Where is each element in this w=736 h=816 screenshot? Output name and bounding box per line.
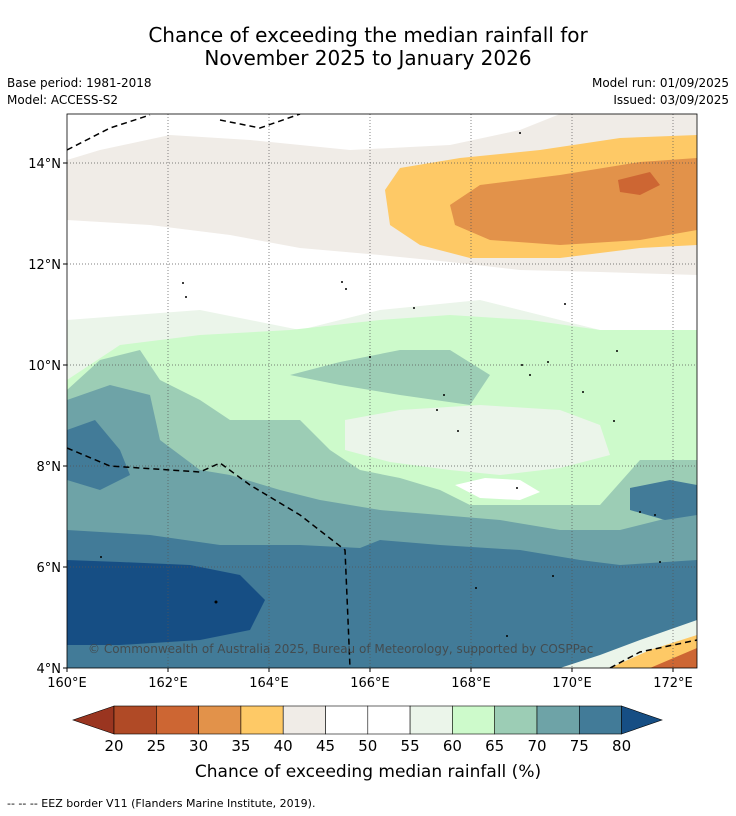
y-tick-label: 4°N <box>37 662 62 677</box>
colorbar-tick-label: 20 <box>104 737 123 755</box>
issued-label: Issued: 03/09/2025 <box>613 93 729 107</box>
colorbar-tick-label: 75 <box>570 737 589 755</box>
colorbar-tick-label: 30 <box>189 737 208 755</box>
graticule <box>67 114 697 668</box>
colorbar-tick-label: 55 <box>401 737 420 755</box>
y-tick-label: 14°N <box>28 157 61 172</box>
colorbar-segment <box>156 705 199 735</box>
model-run-label: Model run: 01/09/2025 <box>591 76 729 90</box>
x-tick-labels: 160°E 162°E 164°E 166°E 168°E 170°E 172°E <box>47 668 693 691</box>
band-65-70-island <box>290 350 490 405</box>
colorbar: 20 25 30 35 40 45 50 55 60 65 70 75 80 <box>72 705 663 755</box>
x-tick-label: 162°E <box>148 676 188 691</box>
band-50-55-mid <box>455 478 540 500</box>
x-tick-label: 166°E <box>350 676 390 691</box>
colorbar-tick-label: 40 <box>274 737 293 755</box>
eez-border <box>67 114 697 668</box>
title-line-2: November 2025 to January 2026 <box>204 46 532 70</box>
colorbar-tick-label: 60 <box>443 737 462 755</box>
colorbar-tick-label: 45 <box>316 737 335 755</box>
colorbar-segment <box>113 705 157 735</box>
colorbar-tick-label: 70 <box>527 737 546 755</box>
colorbar-tick-label: 50 <box>358 737 377 755</box>
band-75-80-east <box>630 480 697 520</box>
colorbar-segment <box>409 705 453 735</box>
band-25-30-south <box>650 648 697 668</box>
probability-field <box>67 114 697 668</box>
band-80-plus <box>67 560 265 645</box>
base-period-label: Base period: 1981-2018 <box>7 76 152 90</box>
colorbar-segment <box>536 705 580 735</box>
band-25-30-north <box>618 172 660 195</box>
islands <box>100 132 661 637</box>
colorbar-over-arrow <box>621 705 663 735</box>
y-tick-label: 10°N <box>28 359 61 374</box>
y-tick-label: 12°N <box>28 258 61 273</box>
x-tick-label: 164°E <box>249 676 289 691</box>
colorbar-segment <box>452 705 495 735</box>
colorbar-segment <box>325 705 369 735</box>
colorbar-segment <box>198 705 242 735</box>
copyright-notice: © Commonwealth of Australia 2025, Bureau… <box>88 642 593 656</box>
plot-frame <box>66 113 698 669</box>
colorbar-segment <box>240 705 284 735</box>
colorbar-under-arrow <box>72 705 115 735</box>
colorbar-segment <box>367 705 411 735</box>
x-tick-label: 160°E <box>47 676 87 691</box>
colorbar-segment <box>578 705 622 735</box>
colorbar-segment <box>494 705 538 735</box>
model-label: Model: ACCESS-S2 <box>7 93 119 107</box>
x-tick-label: 168°E <box>451 676 491 691</box>
eez-footnote: -- -- -- EEZ border V11 (Flanders Marine… <box>7 797 316 810</box>
y-tick-label: 8°N <box>37 460 62 475</box>
x-tick-label: 170°E <box>552 676 592 691</box>
colorbar-tick-label: 25 <box>147 737 166 755</box>
band-55-60-mid <box>345 405 610 475</box>
title-line-1: Chance of exceeding the median rainfall … <box>148 23 588 47</box>
colorbar-title: Chance of exceeding median rainfall (%) <box>194 762 542 782</box>
colorbar-tick-label: 65 <box>485 737 504 755</box>
y-tick-label: 6°N <box>37 561 62 576</box>
y-tick-labels: 14°N 12°N 10°N 8°N 6°N 4°N <box>28 157 67 677</box>
colorbar-tick-label: 35 <box>231 737 250 755</box>
band-45-50-north <box>67 114 560 160</box>
colorbar-tick-label: 80 <box>612 737 631 755</box>
band-75-80-west <box>67 420 130 490</box>
x-tick-label: 172°E <box>653 676 693 691</box>
colorbar-segment <box>282 705 326 735</box>
